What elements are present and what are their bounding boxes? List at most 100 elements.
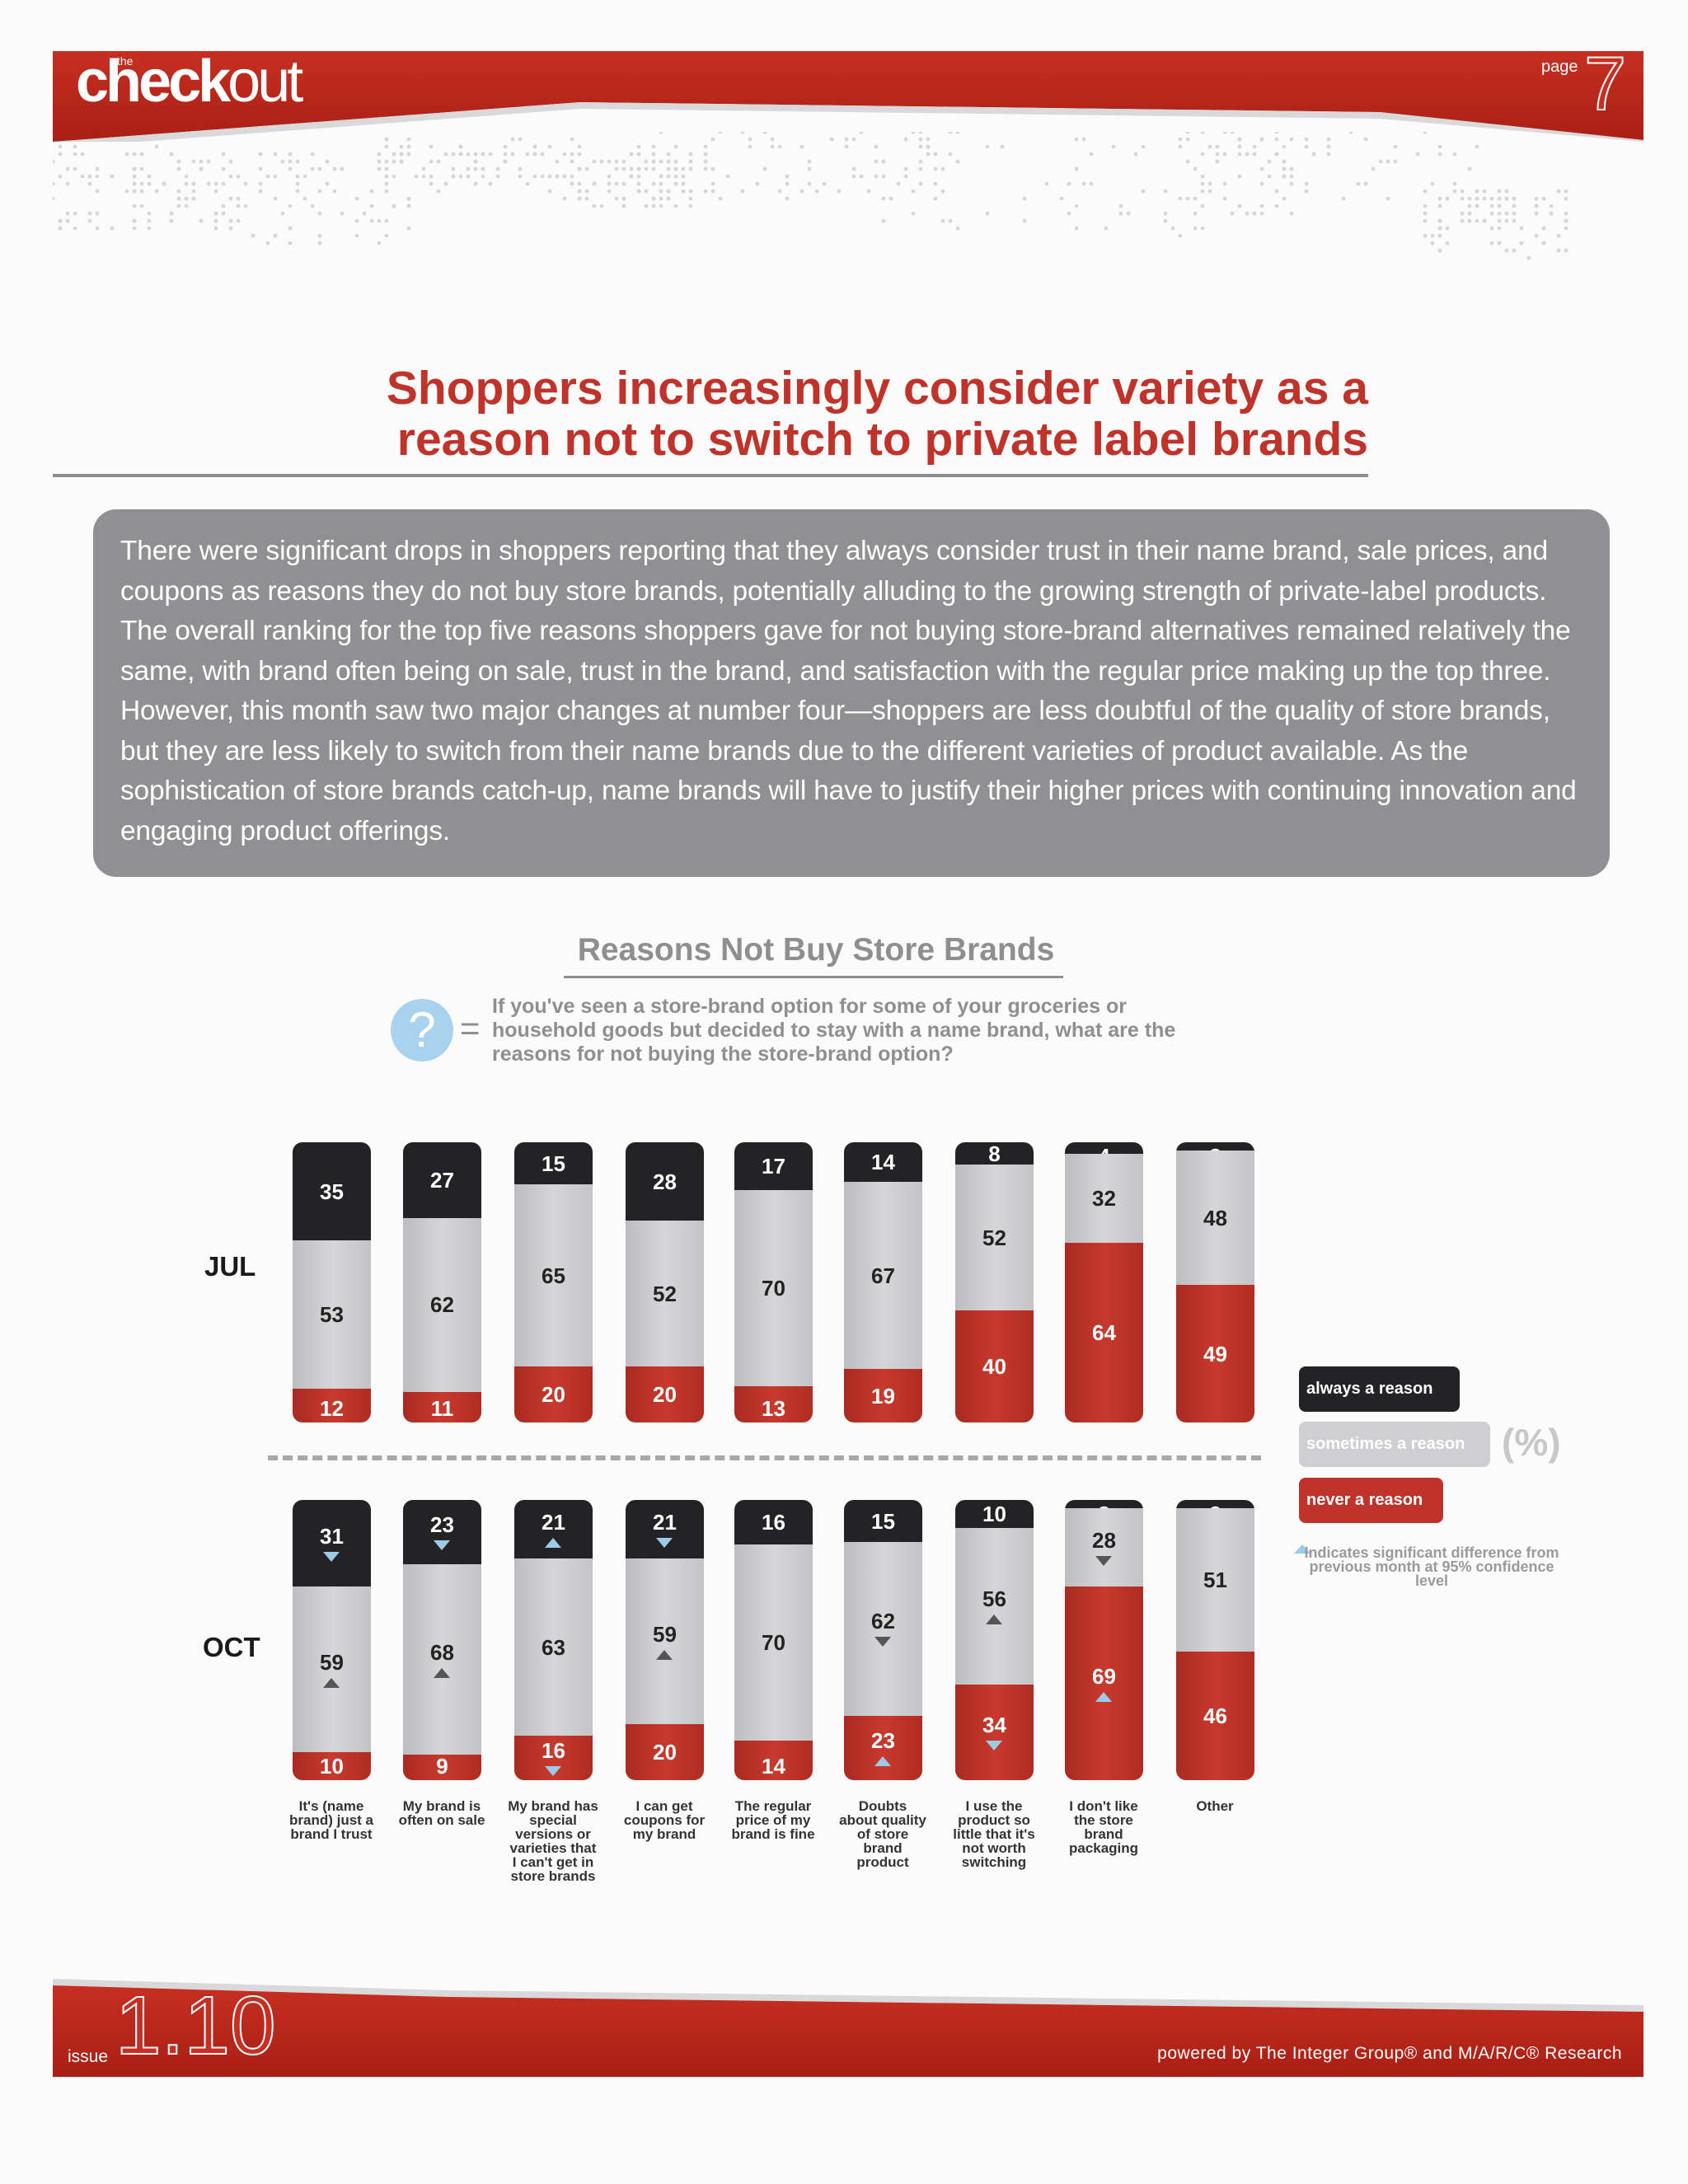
significance-down-icon xyxy=(545,1765,561,1776)
data-label: 64 xyxy=(1092,1320,1116,1346)
bar-oct-4: 21 59 20 xyxy=(626,1500,704,1780)
segment-always xyxy=(844,1142,922,1182)
significance-arrow-icon xyxy=(1294,1544,1311,1554)
data-label: 17 xyxy=(762,1153,785,1179)
segment-always xyxy=(514,1500,593,1559)
segment-always xyxy=(403,1142,481,1218)
category-label: The regular price of my brand is fine xyxy=(731,1798,815,1842)
powered-by: powered by The Integer Group® and M/A/R/… xyxy=(1157,2044,1622,2063)
panel-label-jul: JUL xyxy=(204,1251,256,1282)
data-label: 59 xyxy=(320,1649,344,1675)
data-label: 16 xyxy=(762,1510,785,1535)
equals-sign: = xyxy=(460,1009,481,1047)
segment-never xyxy=(403,1755,481,1780)
segment-sometimes xyxy=(1176,1151,1254,1286)
legend-always: always a reason xyxy=(1299,1366,1460,1412)
data-label: 51 xyxy=(1203,1567,1227,1592)
bar-jul-2: 27 62 11 xyxy=(403,1142,481,1422)
significance-down-icon xyxy=(874,1637,891,1647)
significance-up-icon xyxy=(545,1537,561,1548)
bar-jul-1: 35 53 12 xyxy=(293,1142,371,1422)
data-label: 56 xyxy=(982,1586,1006,1612)
segment-always xyxy=(955,1500,1034,1528)
segment-never xyxy=(293,1389,371,1422)
data-label: 34 xyxy=(982,1713,1006,1738)
segment-always xyxy=(403,1500,481,1565)
significance-down-icon xyxy=(323,1551,340,1562)
data-label: 63 xyxy=(542,1634,565,1660)
data-label: 49 xyxy=(1203,1341,1227,1366)
bar-oct-1: 31 59 10 xyxy=(293,1500,371,1780)
footer-banner xyxy=(53,1979,1643,2077)
data-label: 31 xyxy=(320,1523,344,1549)
bar-jul-7: 8 52 40 xyxy=(955,1142,1034,1422)
bar-jul-3: 15 65 20 xyxy=(514,1142,593,1422)
bar-jul-6: 14 67 19 xyxy=(844,1142,922,1422)
data-label: 8 xyxy=(988,1142,1001,1166)
data-label: 9 xyxy=(436,1754,448,1779)
data-label: 14 xyxy=(762,1754,785,1779)
data-label: 53 xyxy=(320,1302,344,1328)
segment-always xyxy=(1065,1500,1143,1509)
data-label: 27 xyxy=(430,1167,454,1193)
segment-sometimes xyxy=(514,1184,593,1366)
significance-up-icon xyxy=(656,1649,673,1660)
category-label: My brand is often on sale xyxy=(398,1798,485,1828)
bar-jul-9: 34849 xyxy=(1176,1142,1254,1422)
segment-sometimes xyxy=(734,1544,813,1741)
page-title-line-2: reason not to switch to private label br… xyxy=(396,413,1368,466)
bar-oct-2: 23 68 9 xyxy=(403,1500,481,1780)
segment-sometimes xyxy=(1065,1153,1143,1244)
significance-up-icon xyxy=(323,1677,340,1688)
data-label: 23 xyxy=(871,1727,895,1753)
segment-sometimes xyxy=(844,1181,922,1370)
significance-note: Indicates significant difference from pr… xyxy=(1304,1544,1559,1589)
segment-sometimes xyxy=(626,1221,704,1366)
issue-label: issue xyxy=(68,2047,109,2066)
category-label: Other xyxy=(1196,1798,1234,1814)
data-label: 67 xyxy=(871,1263,895,1288)
segment-never xyxy=(293,1752,371,1780)
significance-down-icon xyxy=(1095,1555,1112,1566)
segment-never xyxy=(1065,1243,1143,1422)
data-label: 70 xyxy=(762,1630,785,1656)
bar-oct-3: 21 63 16 xyxy=(514,1500,593,1780)
significance-up-icon xyxy=(434,1667,450,1678)
data-label: 68 xyxy=(430,1639,454,1665)
dotted-map-decoration xyxy=(53,132,1568,260)
data-label: 16 xyxy=(542,1737,565,1763)
data-label: 15 xyxy=(871,1508,895,1534)
data-label: 10 xyxy=(982,1502,1006,1526)
segment-sometimes xyxy=(403,1564,481,1755)
issue-number: 1.10 xyxy=(115,1980,277,2072)
segment-never xyxy=(734,1385,813,1422)
segment-always xyxy=(734,1500,813,1545)
page-number: 7 xyxy=(1583,42,1627,126)
bar-oct-8: 32869 xyxy=(1065,1500,1143,1780)
segment-always xyxy=(626,1142,704,1221)
page-label: page xyxy=(1541,58,1578,76)
legend-never: never a reason xyxy=(1299,1478,1443,1523)
data-label: 20 xyxy=(653,1382,677,1407)
segment-never xyxy=(1065,1586,1143,1780)
segment-sometimes xyxy=(734,1189,813,1386)
segment-always xyxy=(1065,1142,1143,1154)
page-title: Shoppers increasingly consider variety a… xyxy=(99,363,1368,465)
segment-sometimes xyxy=(293,1586,371,1752)
bar-oct-6: 15 62 23 xyxy=(844,1500,922,1780)
segment-always xyxy=(734,1142,813,1190)
data-label: 70 xyxy=(762,1275,785,1301)
data-label: 69 xyxy=(1092,1663,1116,1689)
segment-sometimes xyxy=(293,1240,371,1390)
segment-never xyxy=(1176,1651,1254,1780)
bar-oct-7: 10 56 34 xyxy=(955,1500,1034,1780)
segment-sometimes xyxy=(514,1558,593,1736)
data-label: 14 xyxy=(871,1149,895,1174)
checkout-logo: the checkout xyxy=(76,49,303,115)
segment-always xyxy=(514,1142,593,1184)
segment-always xyxy=(1176,1142,1254,1151)
segment-never xyxy=(844,1715,922,1780)
significance-up-icon xyxy=(874,1755,891,1766)
segment-sometimes xyxy=(626,1558,704,1724)
segment-always xyxy=(626,1500,704,1559)
